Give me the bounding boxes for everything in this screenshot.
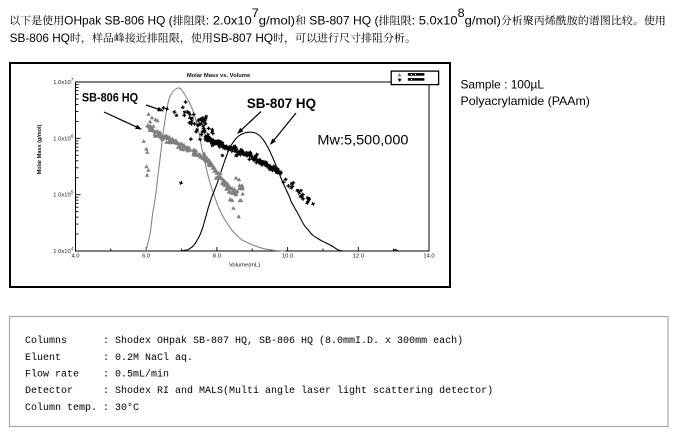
svg-text:1.0x10: 1.0x10 bbox=[53, 249, 70, 255]
svg-text:12.0: 12.0 bbox=[353, 254, 364, 260]
svg-text:4.0: 4.0 bbox=[71, 254, 79, 260]
svg-text:4: 4 bbox=[71, 246, 74, 251]
svg-text:Volume(mL): Volume(mL) bbox=[229, 263, 260, 269]
svg-text:8.0: 8.0 bbox=[213, 254, 221, 260]
svg-text:g/mol): g/mol) bbox=[465, 14, 501, 27]
svg-text:6.0: 6.0 bbox=[142, 254, 150, 260]
svg-text:Molar Mass vs. Volume: Molar Mass vs. Volume bbox=[187, 73, 251, 79]
svg-text:5: 5 bbox=[71, 190, 74, 195]
svg-text:SB-807 HQ: SB-807 HQ bbox=[213, 32, 273, 45]
svg-text:1.0x10: 1.0x10 bbox=[53, 136, 70, 142]
svg-text:10.0: 10.0 bbox=[282, 254, 293, 260]
svg-text:Column temp. : 30°C: Column temp. : 30°C bbox=[25, 402, 139, 414]
svg-text:1.0x10: 1.0x10 bbox=[53, 80, 70, 86]
svg-text:g/mol): g/mol) bbox=[259, 14, 295, 27]
svg-text:: 5.0x10: : 5.0x10 bbox=[412, 14, 458, 27]
svg-text:SB-807 HQ (: SB-807 HQ ( bbox=[306, 14, 379, 27]
svg-text:Mw:5,500,000: Mw:5,500,000 bbox=[317, 132, 408, 148]
svg-text:SB-806 HQ: SB-806 HQ bbox=[10, 32, 70, 45]
svg-text:Sample : 100µL: Sample : 100µL bbox=[461, 77, 545, 91]
svg-text:14.0: 14.0 bbox=[423, 254, 434, 260]
svg-text:8: 8 bbox=[458, 6, 465, 20]
svg-text:1.0x10: 1.0x10 bbox=[53, 193, 70, 199]
svg-text:7: 7 bbox=[71, 77, 74, 82]
svg-text:Columns : Shodex OHpak SB: Columns : Shodex OHpak SB-807 HQ, SB-806… bbox=[25, 335, 463, 347]
svg-text:6: 6 bbox=[71, 133, 74, 138]
svg-text:Polyacrylamide (PAAm): Polyacrylamide (PAAm) bbox=[461, 94, 590, 108]
svg-text:7: 7 bbox=[252, 6, 259, 20]
svg-text:Flow rate : 0.5mL/min: Flow rate : 0.5mL/min bbox=[25, 369, 169, 381]
svg-text:Eluent : 0.2M NaCl aq.: Eluent : 0.2M NaCl aq. bbox=[25, 352, 193, 364]
svg-text:SB-806 HQ: SB-806 HQ bbox=[82, 91, 138, 104]
svg-text:SB-807 HQ: SB-807 HQ bbox=[247, 96, 316, 111]
svg-text:Molar Mass (g/mol): Molar Mass (g/mol) bbox=[37, 124, 43, 174]
svg-text:Detector : Shodex RI and M: Detector : Shodex RI and MALS(Multi angl… bbox=[25, 385, 493, 397]
svg-text:: 2.0x10: : 2.0x10 bbox=[206, 14, 252, 27]
svg-text:OHpak SB-806 HQ (: OHpak SB-806 HQ ( bbox=[64, 14, 173, 27]
